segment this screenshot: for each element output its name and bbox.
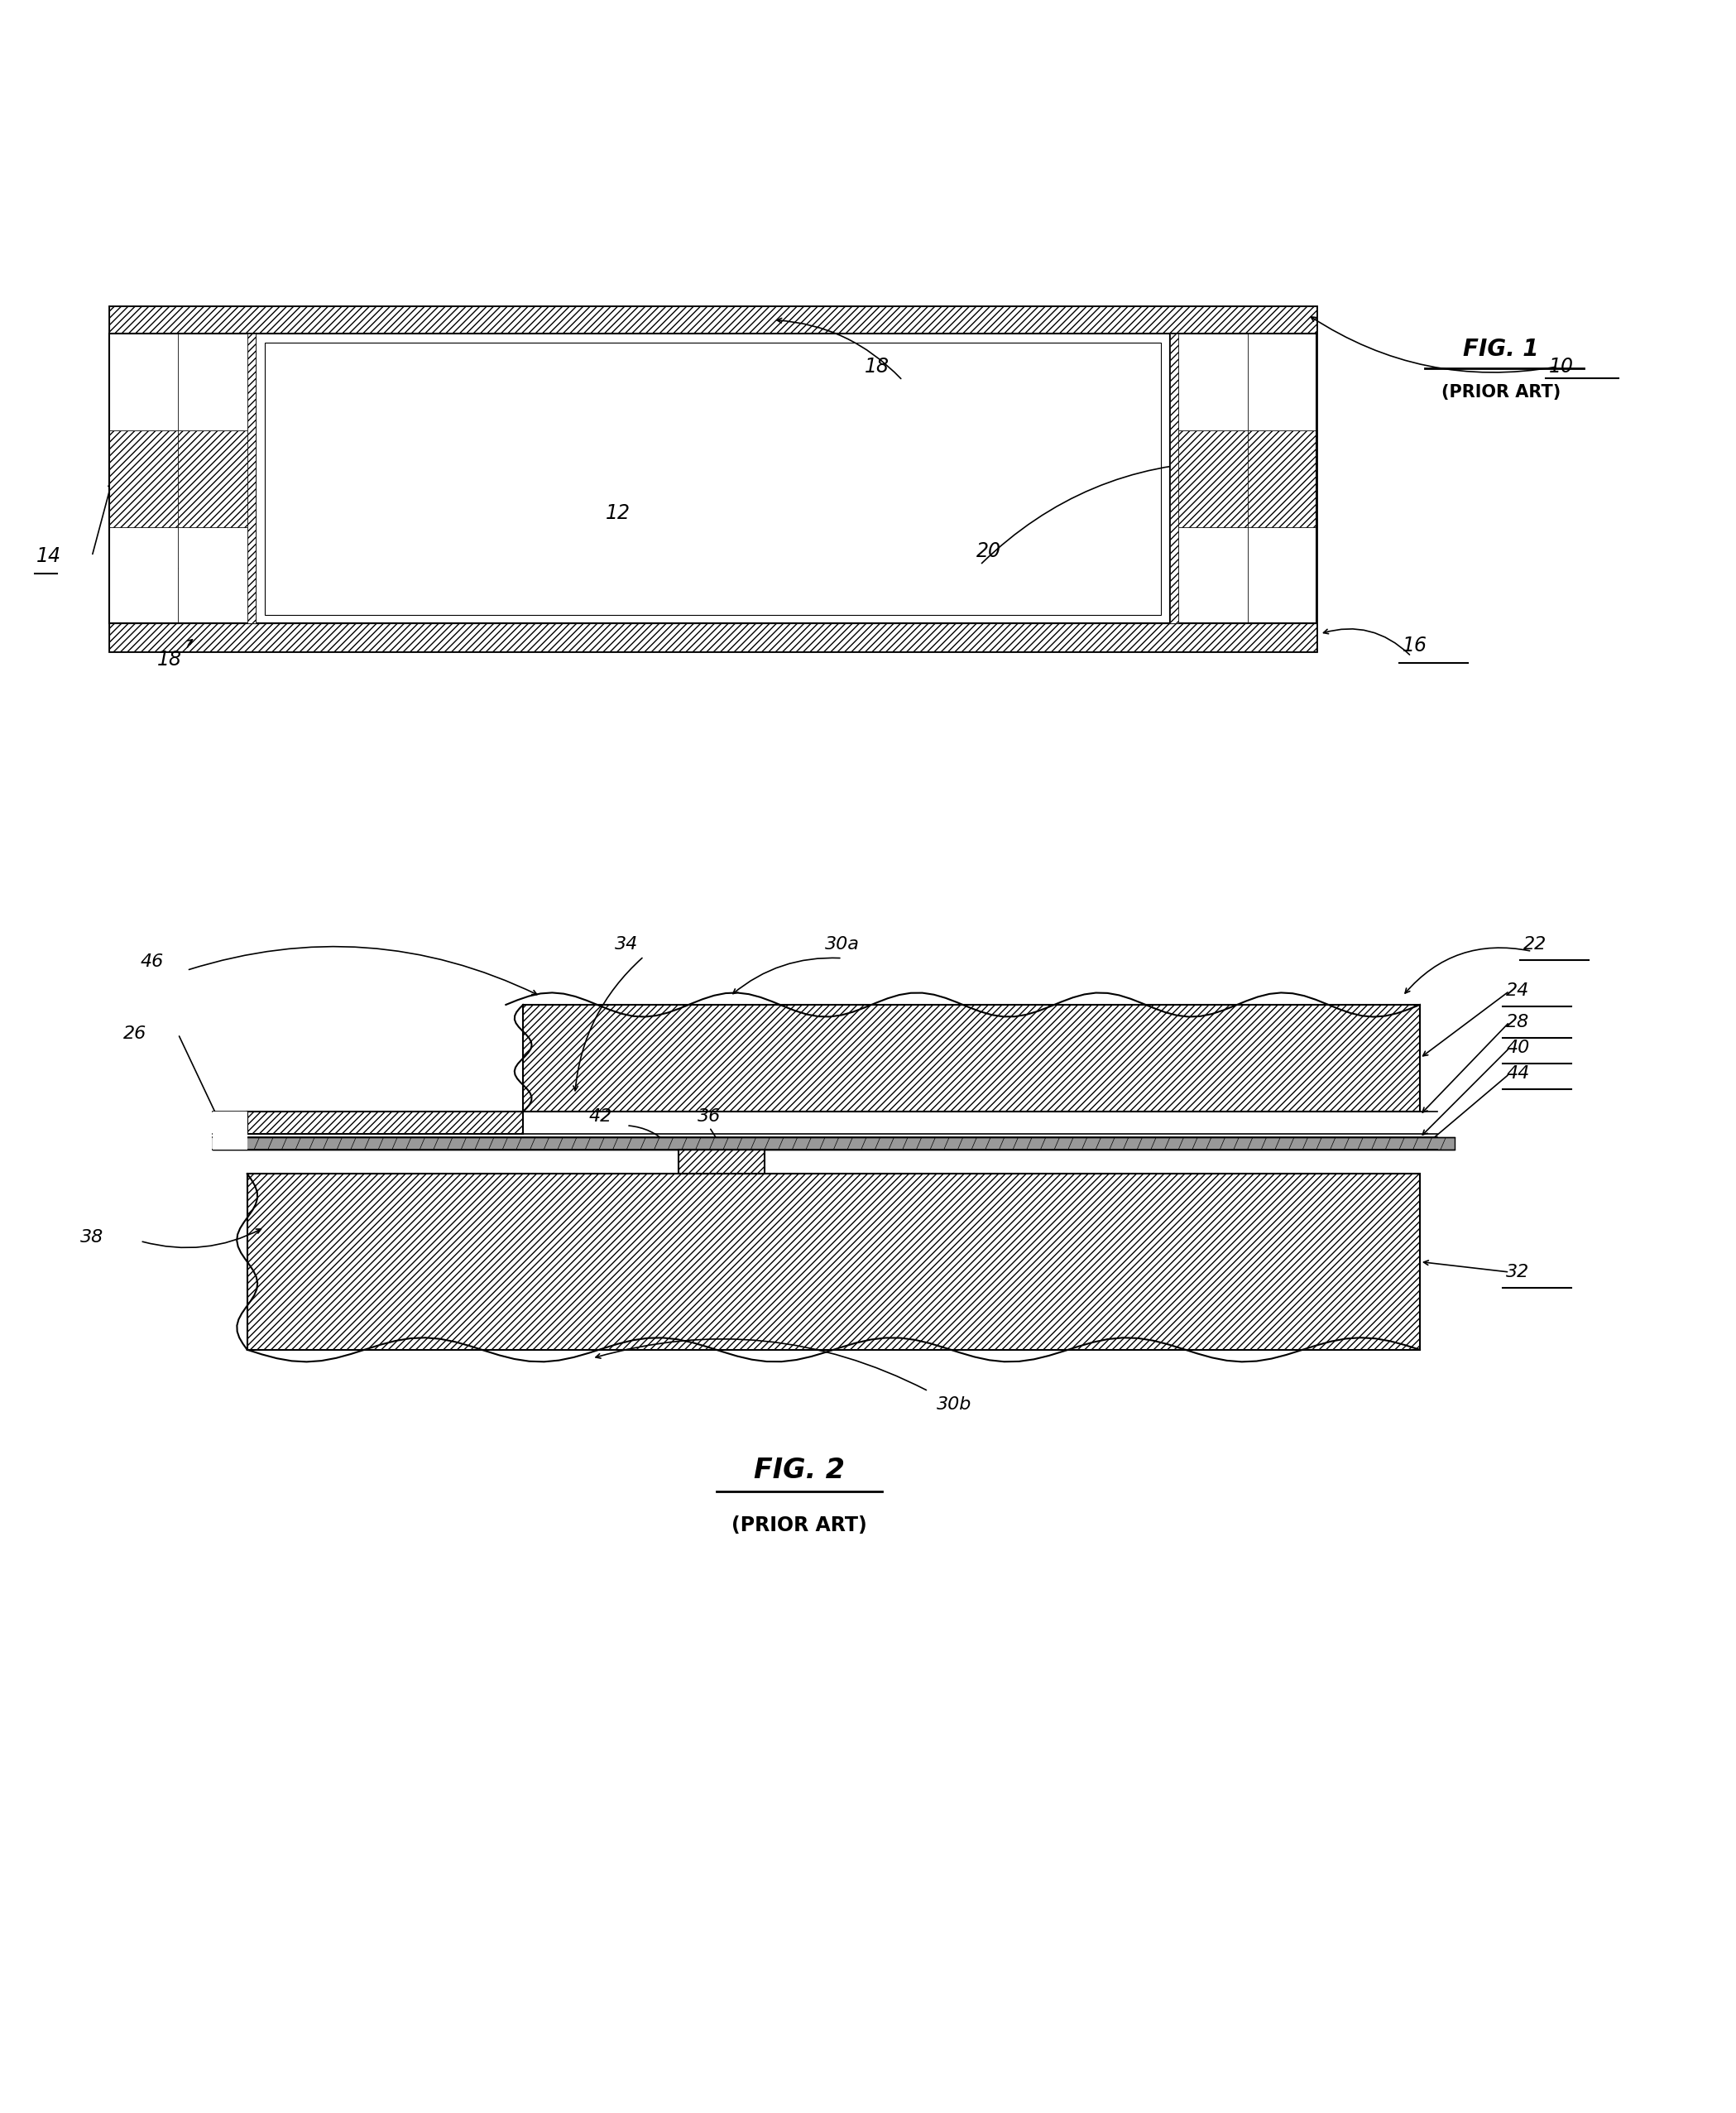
Text: 34: 34 — [615, 936, 639, 953]
Text: 36: 36 — [698, 1109, 720, 1124]
Polygon shape — [247, 1111, 523, 1135]
Text: 14: 14 — [36, 547, 61, 566]
Bar — [109, 306, 1316, 651]
Text: 16: 16 — [1403, 636, 1427, 655]
Text: 20: 20 — [191, 541, 217, 562]
Bar — [179, 526, 247, 623]
Text: 24: 24 — [1507, 983, 1529, 999]
Bar — [109, 334, 179, 431]
Text: 18: 18 — [865, 357, 889, 376]
Text: 46: 46 — [141, 953, 163, 970]
Bar — [1248, 431, 1316, 526]
Bar — [179, 334, 247, 431]
Polygon shape — [247, 1175, 1420, 1350]
Bar — [1179, 334, 1248, 431]
Text: 44: 44 — [1507, 1065, 1529, 1082]
Bar — [255, 334, 1170, 623]
Bar — [179, 431, 247, 526]
Text: (PRIOR ART): (PRIOR ART) — [1441, 385, 1561, 401]
Text: 20: 20 — [976, 541, 1002, 562]
Text: 28: 28 — [1507, 1014, 1529, 1031]
Bar — [1248, 334, 1316, 431]
Text: FIG. 1: FIG. 1 — [1463, 338, 1538, 361]
Text: 30b: 30b — [937, 1397, 972, 1414]
Text: 38: 38 — [80, 1230, 104, 1247]
Bar — [109, 306, 1316, 334]
Text: FIG. 2: FIG. 2 — [753, 1456, 844, 1483]
Text: 30a: 30a — [825, 936, 859, 953]
Bar — [679, 1149, 764, 1175]
Bar — [214, 1111, 247, 1149]
Bar — [109, 526, 179, 623]
Text: 10: 10 — [1549, 357, 1575, 376]
Bar — [109, 431, 179, 526]
Bar — [1248, 526, 1316, 623]
Text: 18: 18 — [158, 651, 182, 670]
Bar — [1179, 526, 1248, 623]
Text: 40: 40 — [1507, 1040, 1529, 1056]
Bar — [264, 342, 1161, 615]
Text: (PRIOR ART): (PRIOR ART) — [731, 1515, 866, 1536]
Bar — [109, 334, 255, 623]
Text: 26: 26 — [123, 1025, 148, 1042]
Bar — [1179, 431, 1248, 526]
Text: 32: 32 — [1507, 1264, 1529, 1280]
Polygon shape — [523, 1006, 1420, 1111]
Text: 22: 22 — [1522, 936, 1547, 953]
Bar — [1170, 334, 1316, 623]
Text: 12: 12 — [606, 503, 630, 524]
Bar — [1170, 334, 1179, 623]
Bar — [247, 334, 255, 623]
Text: 42: 42 — [589, 1109, 613, 1124]
Bar — [109, 623, 1316, 651]
Bar — [214, 1137, 1455, 1149]
